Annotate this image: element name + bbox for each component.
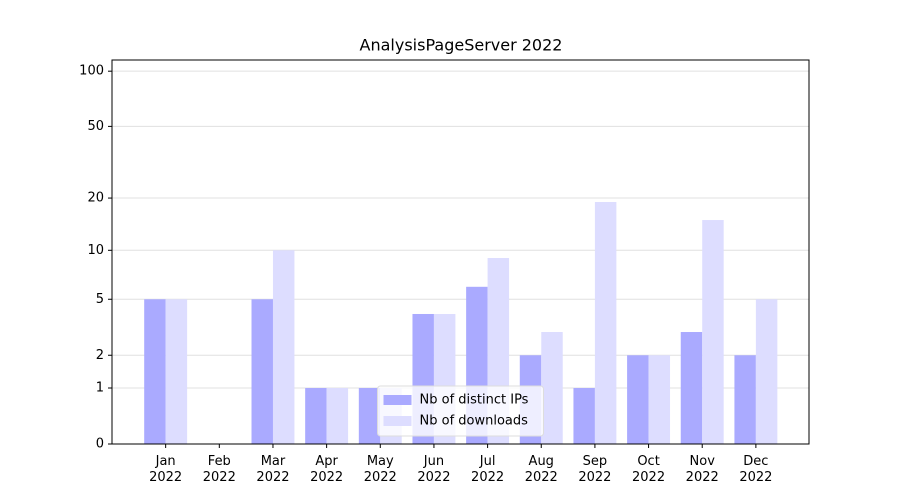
- bar: [326, 388, 349, 444]
- bar: [272, 250, 295, 444]
- bar: [358, 388, 381, 444]
- bar: [648, 355, 671, 444]
- bar: [680, 332, 703, 444]
- x-tick-label: Oct 2022: [632, 454, 665, 485]
- x-tick-label: Jan 2022: [149, 454, 182, 485]
- bar: [144, 299, 166, 444]
- bar: [165, 299, 188, 444]
- bar: [755, 299, 778, 444]
- y-tick-label: 10: [87, 243, 104, 258]
- x-tick-label: Feb 2022: [203, 454, 236, 485]
- plot-frame: [111, 59, 810, 445]
- legend-label: Nb of downloads: [420, 414, 529, 429]
- x-tick-label: Mar 2022: [256, 454, 289, 485]
- bar: [734, 355, 756, 444]
- legend-box: [377, 385, 544, 437]
- x-tick-label: Nov 2022: [686, 454, 719, 485]
- y-tick-label: 20: [87, 191, 104, 206]
- x-tick-label: Jul 2022: [471, 454, 504, 485]
- x-tick-label: May 2022: [364, 454, 397, 485]
- bar: [305, 388, 327, 444]
- y-tick-label: 2: [96, 348, 104, 363]
- legend-label: Nb of distinct IPs: [420, 393, 529, 408]
- bar: [594, 202, 617, 444]
- x-tick-label: Apr 2022: [310, 454, 343, 485]
- x-tick-label: Sep 2022: [578, 454, 611, 485]
- bar: [251, 299, 273, 444]
- bar: [702, 220, 724, 444]
- y-tick-label: 0: [96, 437, 104, 452]
- legend-swatch: [383, 395, 412, 405]
- y-tick-label: 50: [87, 119, 104, 134]
- x-tick-label: Jun 2022: [417, 454, 450, 485]
- y-tick-label: 100: [79, 64, 104, 79]
- y-tick-label: 5: [96, 292, 104, 307]
- x-tick-label: Dec 2022: [739, 454, 772, 485]
- y-tick-label: 1: [96, 381, 104, 396]
- bar: [627, 355, 649, 444]
- bar: [573, 388, 595, 444]
- bar: [541, 332, 563, 444]
- legend-swatch: [383, 416, 412, 426]
- x-tick-label: Aug 2022: [525, 454, 558, 485]
- chart-title: AnalysisPageServer 2022: [360, 36, 563, 55]
